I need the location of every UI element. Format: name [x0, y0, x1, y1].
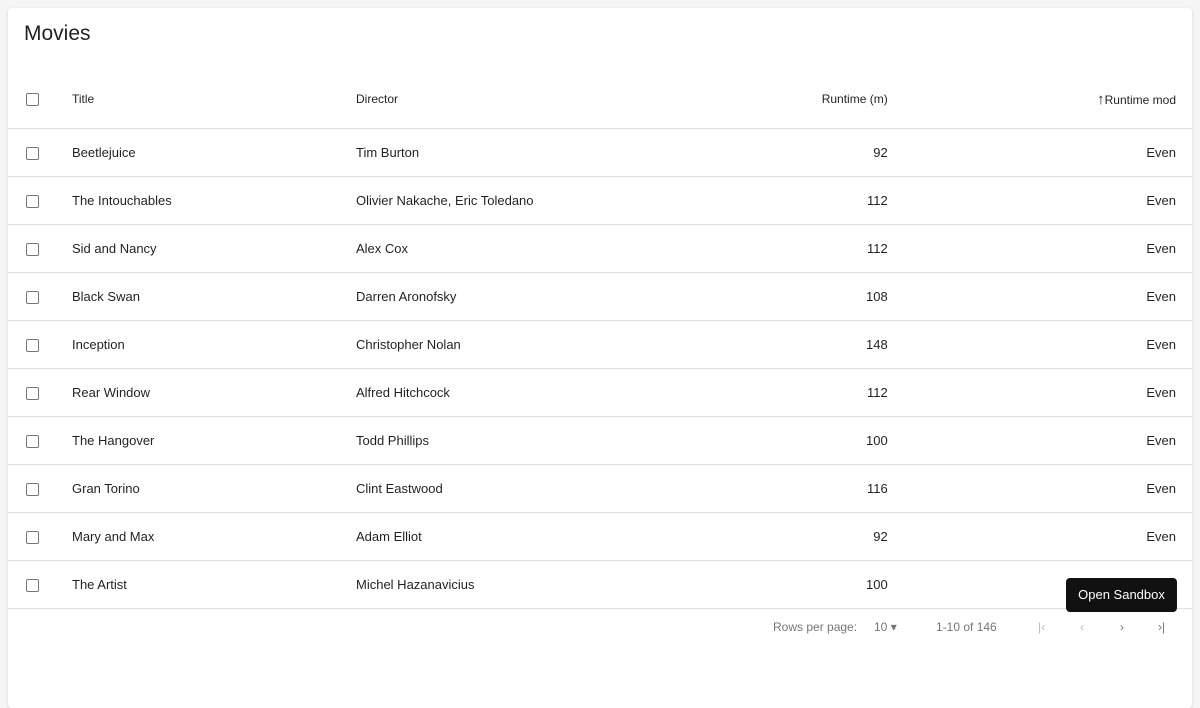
table-row[interactable]: Sid and Nancy Alex Cox 112 Even [8, 224, 1192, 273]
open-sandbox-button[interactable]: Open Sandbox [1066, 578, 1177, 612]
table-row[interactable]: Gran Torino Clint Eastwood 116 Even [8, 464, 1192, 513]
next-page-icon[interactable]: › [1120, 620, 1124, 634]
cell-director: Alfred Hitchcock [356, 368, 676, 417]
table-row[interactable]: Black Swan Darren Aronofsky 108 Even [8, 272, 1192, 321]
cell-runtime-mod: Even [887, 272, 1192, 321]
table-row[interactable]: Rear Window Alfred Hitchcock 112 Even [8, 368, 1192, 417]
table-row[interactable]: Beetlejuice Tim Burton 92 Even [8, 128, 1192, 177]
row-checkbox[interactable] [26, 146, 39, 160]
cell-runtime-mod: Even [887, 416, 1192, 465]
cell-runtime: 100 [676, 560, 888, 609]
rows-per-page-value: 10 [874, 620, 888, 634]
last-page-icon[interactable]: ›| [1158, 620, 1166, 634]
cell-director: Clint Eastwood [356, 464, 676, 513]
prev-page-icon[interactable]: ‹ [1080, 620, 1084, 634]
rows-per-page-select[interactable]: 10 ▾ [874, 620, 897, 634]
cell-title: The Intouchables [72, 176, 356, 225]
table-row[interactable]: Inception Christopher Nolan 148 Even [8, 320, 1192, 369]
cell-title: The Artist [72, 560, 356, 609]
cell-director: Michel Hazanavicius [356, 560, 676, 609]
page-title: Movies [24, 22, 91, 45]
cell-runtime: 116 [676, 464, 888, 513]
page-range: 1-10 of 146 [936, 620, 997, 634]
cell-title: Sid and Nancy [72, 224, 356, 273]
cell-runtime: 112 [676, 224, 888, 273]
cell-runtime: 92 [676, 128, 888, 177]
cell-director: Tim Burton [356, 128, 676, 177]
row-checkbox[interactable] [26, 338, 39, 352]
row-checkbox[interactable] [26, 434, 39, 448]
cell-title: Rear Window [72, 368, 356, 417]
row-checkbox[interactable] [26, 290, 39, 304]
header-row: Title Director Runtime (m) ↑Runtime mod [8, 71, 1192, 129]
cell-runtime: 112 [676, 368, 888, 417]
cell-title: Mary and Max [72, 512, 356, 561]
row-checkbox[interactable] [26, 386, 39, 400]
row-checkbox[interactable] [26, 578, 39, 592]
arrow-up-icon: ↑ [1097, 90, 1105, 108]
row-checkbox[interactable] [26, 482, 39, 496]
cell-runtime: 92 [676, 512, 888, 561]
cell-director: Olivier Nakache, Eric Toledano [356, 176, 676, 225]
cell-title: Black Swan [72, 272, 356, 321]
cell-runtime-mod: Even [887, 320, 1192, 369]
column-header-director[interactable]: Director [356, 71, 676, 129]
cell-director: Alex Cox [356, 224, 676, 273]
cell-runtime-mod: Even [887, 368, 1192, 417]
column-header-runtime-mod[interactable]: ↑Runtime mod [887, 71, 1192, 129]
row-checkbox[interactable] [26, 194, 39, 208]
table-row[interactable]: The Intouchables Olivier Nakache, Eric T… [8, 176, 1192, 225]
cell-title: The Hangover [72, 416, 356, 465]
column-header-runtime[interactable]: Runtime (m) [676, 71, 888, 129]
table-row[interactable]: Mary and Max Adam Elliot 92 Even [8, 512, 1192, 561]
column-header-label: Runtime mod [1104, 92, 1176, 107]
cell-director: Christopher Nolan [356, 320, 676, 369]
cell-director: Darren Aronofsky [356, 272, 676, 321]
cell-runtime-mod: Even [887, 464, 1192, 513]
select-all-checkbox[interactable] [26, 93, 39, 107]
movies-table: Title Director Runtime (m) ↑Runtime mod … [8, 71, 1192, 609]
cell-runtime-mod: Even [887, 224, 1192, 273]
cell-title: Gran Torino [72, 464, 356, 513]
cell-runtime-mod: Even [887, 176, 1192, 225]
cell-title: Beetlejuice [72, 128, 356, 177]
cell-title: Inception [72, 320, 356, 369]
table-row[interactable]: The Hangover Todd Phillips 100 Even [8, 416, 1192, 465]
column-header-title[interactable]: Title [72, 71, 356, 129]
caret-down-icon: ▾ [890, 620, 897, 634]
first-page-icon[interactable]: |‹ [1038, 620, 1046, 634]
row-checkbox[interactable] [26, 242, 39, 256]
cell-runtime-mod: Even [887, 128, 1192, 177]
movies-card: Movies Title Director Runtime (m) ↑Runti… [8, 8, 1192, 708]
cell-runtime-mod: Even [887, 512, 1192, 561]
cell-runtime: 148 [676, 320, 888, 369]
table-row[interactable]: The Artist Michel Hazanavicius 100 Even [8, 560, 1192, 609]
cell-director: Adam Elliot [356, 512, 676, 561]
rows-per-page-label: Rows per page: [773, 620, 858, 634]
row-checkbox[interactable] [26, 530, 39, 544]
cell-runtime: 100 [676, 416, 888, 465]
cell-director: Todd Phillips [356, 416, 676, 465]
cell-runtime: 108 [676, 272, 888, 321]
cell-runtime: 112 [676, 176, 888, 225]
